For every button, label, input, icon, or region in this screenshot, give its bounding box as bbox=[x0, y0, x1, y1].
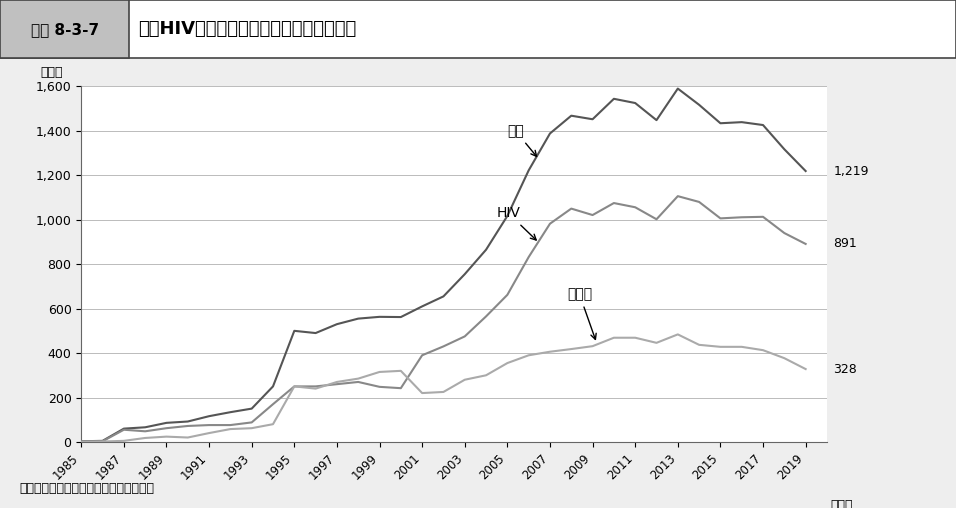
Text: 資料：厚生労働省エイズ動向委員会報告: 資料：厚生労働省エイズ動向委員会報告 bbox=[19, 482, 154, 495]
Text: 新規HIV感染者・エイズ患者報告数の推移: 新規HIV感染者・エイズ患者報告数の推移 bbox=[139, 20, 357, 38]
Text: 合計: 合計 bbox=[508, 124, 536, 156]
Text: （年）: （年） bbox=[831, 499, 853, 508]
Text: 328: 328 bbox=[834, 363, 858, 375]
Text: （件）: （件） bbox=[40, 66, 63, 79]
Bar bbox=[0, 0, 129, 58]
Text: 1,219: 1,219 bbox=[834, 165, 869, 177]
Text: 図表 8-3-7: 図表 8-3-7 bbox=[31, 22, 99, 37]
Text: エイズ: エイズ bbox=[567, 288, 597, 339]
Text: 891: 891 bbox=[834, 237, 858, 250]
Text: HIV: HIV bbox=[497, 206, 536, 240]
